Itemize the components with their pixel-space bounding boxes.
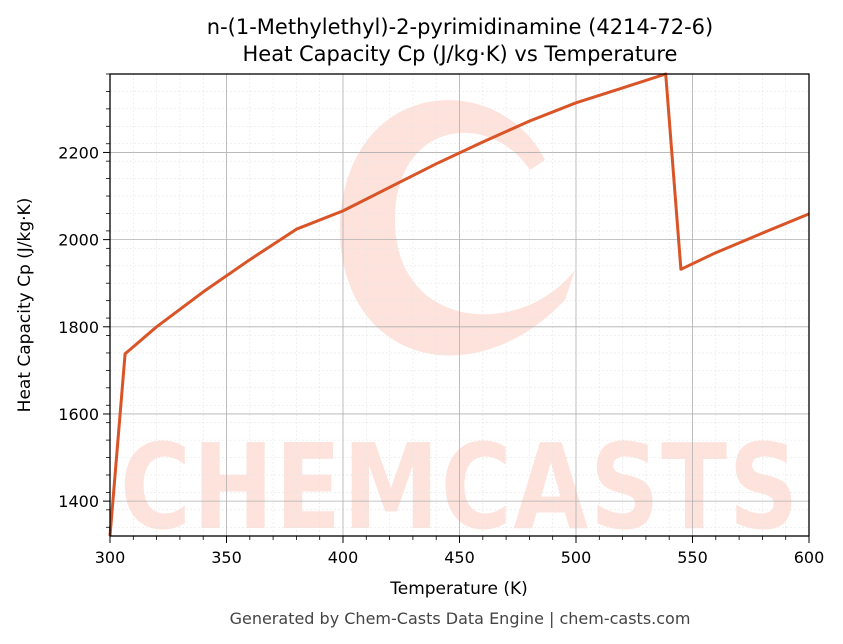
x-tick-label: 300	[95, 548, 126, 567]
cp-series-line	[108, 72, 810, 537]
y-tick-label: 2000	[58, 231, 99, 250]
y-tick-label: 1800	[58, 318, 99, 337]
watermark: CHEMCASTS	[120, 100, 800, 556]
footer-credit: Generated by Chem-Casts Data Engine | ch…	[230, 609, 691, 628]
watermark-text: CHEMCASTS	[120, 418, 800, 556]
x-tick-label: 600	[794, 548, 825, 567]
x-tick-label: 500	[561, 548, 592, 567]
x-tick-label: 350	[211, 548, 242, 567]
axis-ticks: 300 350 400 450 500 550 600 1400 1600 1800 2000 220…	[58, 73, 825, 567]
watermark-logo	[339, 100, 575, 356]
x-tick-label: 550	[677, 548, 708, 567]
chart-title: n-(1-Methylethyl)-2-pyrimidinamine (4214…	[207, 15, 713, 39]
y-tick-label: 2200	[58, 143, 99, 162]
x-axis-label: Temperature (K)	[389, 579, 528, 599]
x-tick-label: 450	[444, 548, 475, 567]
chart-subtitle: Heat Capacity Cp (J/kg·K) vs Temperature	[243, 42, 678, 66]
y-axis-label: Heat Capacity Cp (J/kg·K)	[15, 198, 35, 413]
y-tick-label: 1400	[58, 492, 99, 511]
x-tick-label: 400	[328, 548, 359, 567]
y-tick-label: 1600	[58, 405, 99, 424]
